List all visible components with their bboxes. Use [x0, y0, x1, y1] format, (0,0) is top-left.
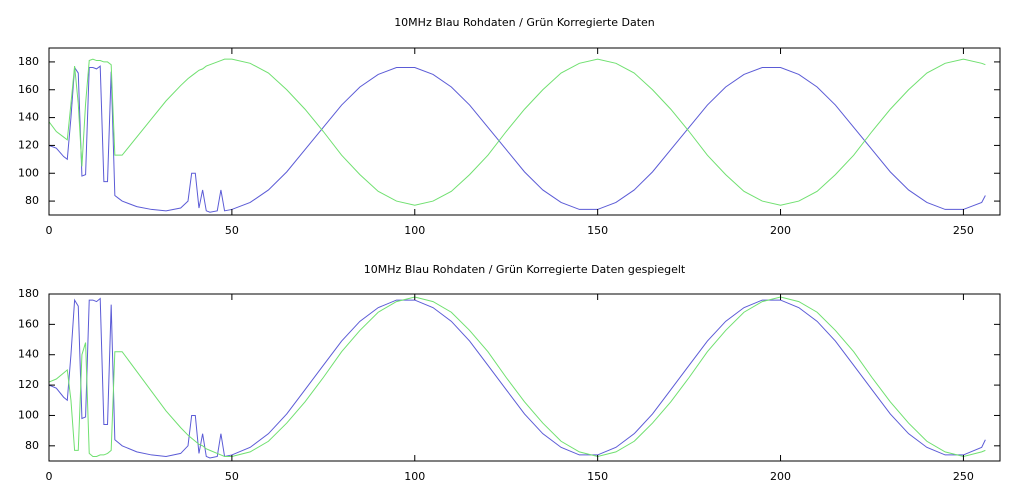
y-tick-label: 120 — [18, 138, 39, 151]
data-line — [48, 65, 986, 213]
data-line — [48, 58, 986, 206]
x-tick-label: 50 — [225, 470, 239, 483]
x-tick-label: 200 — [770, 470, 791, 483]
y-tick-label: 160 — [18, 317, 39, 330]
x-tick-label: 250 — [953, 224, 974, 237]
x-tick-label: 0 — [46, 224, 53, 237]
y-tick-label: 160 — [18, 83, 39, 96]
plot-frame — [48, 293, 1001, 462]
plot-frame — [48, 47, 1001, 216]
x-tick-label: 100 — [404, 470, 425, 483]
data-line — [48, 297, 986, 459]
chart-title: 10MHz Blau Rohdaten / Grün Korregierte D… — [364, 263, 686, 276]
x-tick-label: 0 — [46, 470, 53, 483]
y-tick-label: 180 — [18, 55, 39, 68]
y-tick-label: 120 — [18, 378, 39, 391]
chart-title: 10MHz Blau Rohdaten / Grün Korregierte D… — [394, 16, 655, 29]
x-tick-label: 100 — [404, 224, 425, 237]
x-tick-label: 250 — [953, 470, 974, 483]
x-tick-label: 200 — [770, 224, 791, 237]
y-tick-label: 100 — [18, 166, 39, 179]
y-tick-label: 100 — [18, 408, 39, 421]
data-line — [48, 296, 986, 457]
y-tick-label: 80 — [25, 439, 39, 452]
y-tick-label: 140 — [18, 111, 39, 124]
x-tick-label: 150 — [587, 224, 608, 237]
y-tick-label: 140 — [18, 348, 39, 361]
y-tick-label: 80 — [25, 194, 39, 207]
x-tick-label: 50 — [225, 224, 239, 237]
y-tick-label: 180 — [18, 287, 39, 300]
x-tick-label: 150 — [587, 470, 608, 483]
